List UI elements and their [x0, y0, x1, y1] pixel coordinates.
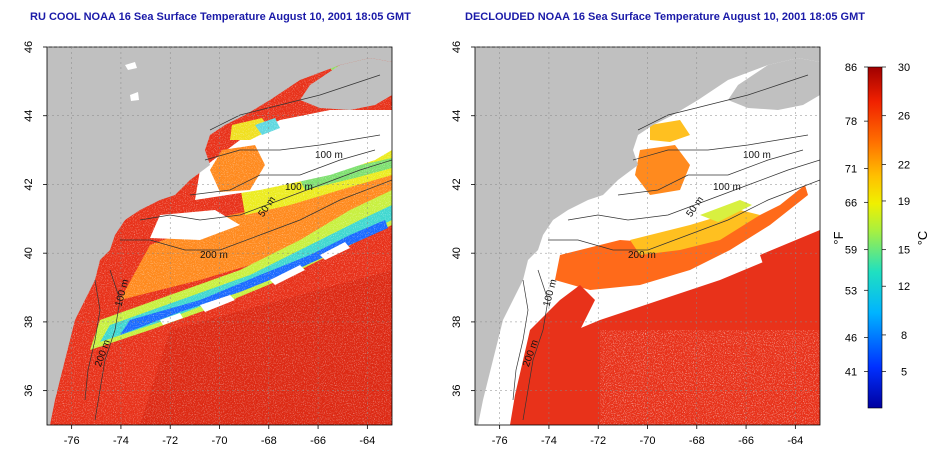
c-tick-label: 5 [901, 366, 907, 378]
x-tick-label: -70 [212, 435, 228, 447]
y-tick-label: 46 [451, 41, 463, 53]
c-tick-label: 12 [898, 281, 910, 293]
bathymetry-contours [512, 74, 820, 421]
contour-label: 100 m [285, 182, 313, 193]
f-tick-label: 66 [845, 197, 857, 209]
celsius-label: °C [915, 231, 930, 246]
y-tick-label: 40 [451, 247, 463, 259]
f-tick-label: 86 [845, 62, 857, 74]
right-panel-title: DECLOUDED NOAA 16 Sea Surface Temperatur… [465, 11, 865, 23]
f-tick-label: 46 [845, 333, 857, 345]
y-tick-label: 44 [23, 110, 35, 122]
y-tick-label: 36 [23, 385, 35, 397]
f-tick-label: 53 [845, 285, 857, 297]
offshore-warm-patch [760, 230, 820, 285]
right-axes: -76 -74 -72 -70 -68 -66 -64 36 38 40 42 44 46 [451, 41, 803, 447]
right-grid [475, 46, 820, 425]
f-tick-label: 41 [845, 366, 857, 378]
x-tick-label: -64 [359, 435, 375, 447]
colorbar-frame [867, 66, 883, 409]
x-tick-label: -74 [541, 435, 557, 447]
contour-label: 100 m [315, 150, 343, 161]
x-tick-label: -72 [590, 435, 606, 447]
y-tick-label: 42 [23, 178, 35, 190]
left-panel-title: RU COOL NOAA 16 Sea Surface Temperature … [30, 11, 411, 23]
y-tick-label: 42 [451, 178, 463, 190]
contour-label: 100 m [713, 182, 741, 193]
c-tick-label: 8 [901, 330, 907, 342]
right-declouded-map: 100 m 100 m 50 m 200 m 100 m 200 m -76 -7… [451, 41, 821, 447]
left-axes: -76 -74 -72 -70 -68 -66 -64 36 38 40 42 44 46 [23, 41, 375, 447]
x-tick-label: -72 [162, 435, 178, 447]
contour-label: 200 m [200, 250, 228, 261]
contour-label: 100 m [743, 150, 771, 161]
fahrenheit-label: °F [831, 231, 846, 244]
coastal-warm-strip [510, 285, 595, 425]
x-tick-label: -74 [113, 435, 129, 447]
x-tick-label: -64 [787, 435, 803, 447]
shelf-green-band [700, 200, 752, 222]
y-tick-label: 38 [23, 316, 35, 328]
bathymetry-contours [84, 74, 392, 421]
f-tick-label: 78 [845, 116, 857, 128]
colorbar-ticks: 30 26 22 19 15 12 8 5 86 78 71 66 59 53 46 41 [845, 62, 910, 378]
y-tick-label: 36 [451, 385, 463, 397]
c-tick-label: 26 [898, 111, 910, 123]
c-tick-label: 19 [898, 196, 910, 208]
cloud-speckle [600, 330, 820, 425]
x-tick-label: -68 [689, 435, 705, 447]
f-tick-label: 59 [845, 245, 857, 257]
x-tick-label: -66 [310, 435, 326, 447]
x-tick-label: -76 [492, 435, 508, 447]
land-lakes [125, 62, 139, 101]
x-tick-label: -66 [738, 435, 754, 447]
y-tick-label: 46 [23, 41, 35, 53]
nova-scotia-land [728, 58, 820, 110]
land-mass [475, 47, 820, 425]
x-tick-label: -68 [261, 435, 277, 447]
shelf-orange-band [555, 185, 808, 290]
gulf-of-maine-warm [635, 145, 690, 195]
x-tick-label: -70 [640, 435, 656, 447]
land-mass [47, 47, 392, 425]
nova-scotia-land [300, 58, 392, 110]
left-sst-map: 100 m 100 m 50 m 200 m 100 m 200 m -76 -7… [23, 41, 393, 447]
c-tick-label: 22 [898, 159, 910, 171]
contour-label: 200 m [628, 250, 656, 261]
y-tick-label: 40 [23, 247, 35, 259]
f-tick-label: 71 [845, 163, 857, 175]
left-grid [47, 46, 392, 425]
colorbar-gradient [868, 67, 882, 408]
c-tick-label: 15 [898, 245, 910, 257]
y-tick-label: 38 [451, 316, 463, 328]
c-tick-label: 30 [898, 62, 910, 74]
gulf-of-maine-yellow [650, 120, 690, 142]
y-tick-label: 44 [451, 110, 463, 122]
x-tick-label: -76 [64, 435, 80, 447]
temperature-colorbar: 30 26 22 19 15 12 8 5 86 78 71 66 59 53 46 41 °F °C [831, 62, 930, 409]
